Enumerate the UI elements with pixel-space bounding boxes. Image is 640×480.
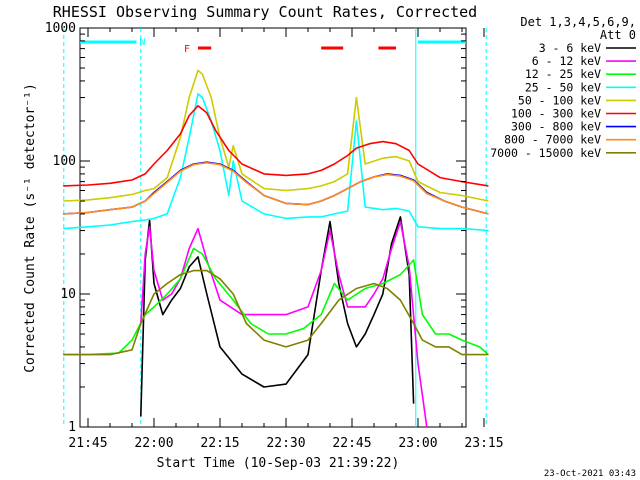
series-line-3 <box>63 93 489 232</box>
series-lines <box>63 69 489 428</box>
x-axis: 21:45 22:00 22:15 22:30 22:45 23:00 23:15 <box>68 28 504 451</box>
y-tick-label-0: 1 <box>68 420 76 435</box>
y-axis-label: Corrected Count Rate (s⁻¹ detector⁻¹) <box>23 83 38 373</box>
x-tick-label-2: 22:15 <box>200 436 239 451</box>
legend-label-3: 25 - 50 keV <box>525 80 601 94</box>
legend-header-line-2: Att 0 <box>600 28 636 42</box>
y-tick-label-1: 10 <box>60 287 76 302</box>
legend-label-4: 50 - 100 keV <box>518 93 601 107</box>
x-tick-label-5: 23:00 <box>398 436 437 451</box>
markers: NF <box>63 28 487 427</box>
plot-frame <box>79 27 467 428</box>
series-line-1 <box>140 220 428 428</box>
legend-label-2: 12 - 25 keV <box>525 67 601 81</box>
legend-label-5: 100 - 300 keV <box>511 107 601 121</box>
y-axis: 1 10 100 1000 <box>45 21 466 435</box>
legend-label-0: 3 - 6 keV <box>539 41 601 55</box>
y-tick-label-3: 1000 <box>45 21 76 36</box>
series-line-6 <box>63 161 489 215</box>
chart-title: RHESSI Observing Summary Count Rates, Co… <box>53 3 477 21</box>
x-tick-label-3: 22:30 <box>266 436 305 451</box>
x-tick-label-6: 23:15 <box>464 436 503 451</box>
x-tick-label-4: 22:45 <box>332 436 371 451</box>
series-line-5 <box>63 105 489 187</box>
series-line-2 <box>63 247 489 356</box>
x-tick-label-1: 22:00 <box>134 436 173 451</box>
series-line-4 <box>63 69 489 202</box>
series-line-8 <box>63 269 489 356</box>
legend-label-7: 800 - 7000 keV <box>504 133 601 147</box>
legend-label-6: 300 - 800 keV <box>511 120 601 134</box>
footer-timestamp: 23-Oct-2021 03:43 <box>544 469 636 479</box>
series-line-0 <box>140 216 415 417</box>
night-label: N <box>139 37 145 48</box>
legend-label-1: 6 - 12 keV <box>532 54 601 68</box>
legend-header-line-1: Det 1,3,4,5,6,9, <box>520 15 636 29</box>
flare-label: F <box>184 44 190 55</box>
x-tick-label-0: 21:45 <box>68 436 107 451</box>
y-tick-label-2: 100 <box>53 154 76 169</box>
x-axis-label: Start Time (10-Sep-03 21:39:22) <box>157 456 400 471</box>
legend-label-8: 7000 - 15000 keV <box>490 146 601 160</box>
series-line-7 <box>63 162 489 215</box>
